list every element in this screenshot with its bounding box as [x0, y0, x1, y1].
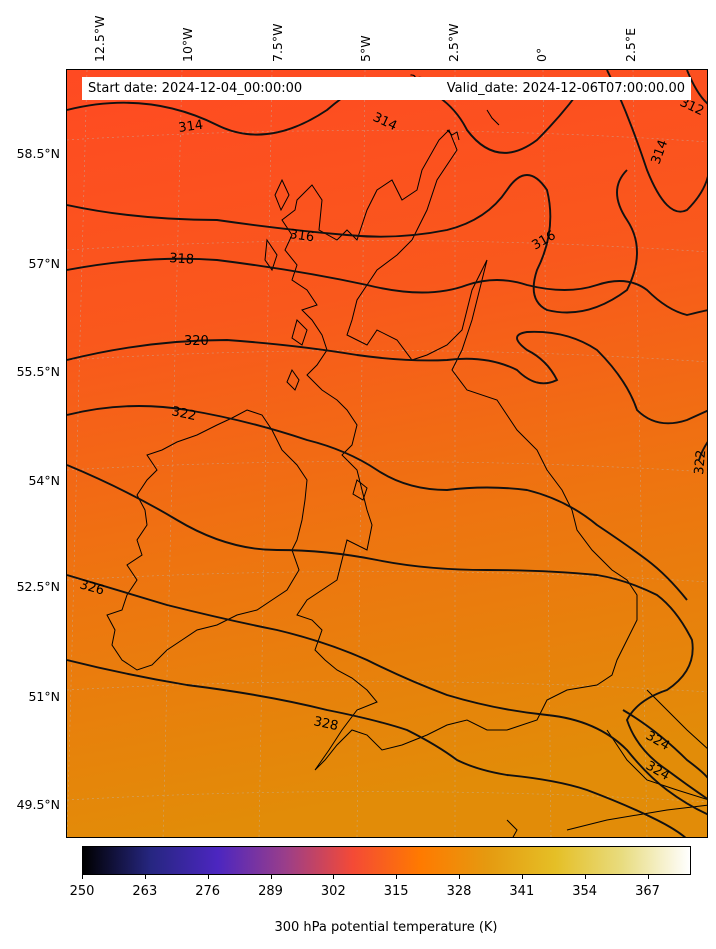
latitude-label: 54°N	[28, 473, 60, 488]
coastlines	[106, 109, 707, 837]
latitude-label: 57°N	[28, 256, 60, 271]
colorbar-tick-label: 367	[635, 884, 660, 899]
contour-label: 320	[184, 334, 209, 349]
contour-label: 318	[169, 251, 195, 268]
longitude-label: 7.5°W	[270, 23, 285, 63]
colorbar-tick-label: 328	[446, 884, 472, 899]
colorbar-tick-mark	[459, 875, 460, 879]
colorbar-tick-mark	[584, 875, 586, 879]
contour-322-east	[698, 441, 707, 461]
start-date-label: Start date: 2024-12-04_00:00:00	[88, 81, 303, 96]
contour-label: 328	[312, 714, 339, 734]
contour-328	[67, 659, 687, 837]
map-panel: 314 314 314 312 314 316 316 318 320 322 …	[66, 69, 708, 838]
colorbar-tick-label: 302	[320, 884, 346, 899]
colorbar-tick-label: 276	[195, 884, 221, 899]
contour-label: 322	[692, 449, 708, 475]
colorbar-label: 300 hPa potential temperature (K)	[274, 920, 498, 935]
contour-label: 314	[177, 118, 204, 136]
colorbar-tick-mark	[82, 875, 83, 879]
contour-320	[67, 330, 707, 425]
contour-316	[67, 169, 638, 314]
date-info-box: Start date: 2024-12-04_00:00:00 Valid_da…	[82, 77, 691, 100]
colorbar-tick-label: 263	[132, 884, 158, 899]
latitude-label: 49.5°N	[16, 797, 60, 812]
contour-314-east	[606, 70, 707, 213]
colorbar	[82, 846, 691, 875]
map-canvas: 314 314 314 312 314 316 316 318 320 322 …	[67, 70, 708, 837]
graticule	[67, 70, 707, 837]
colorbar-tick-label: 315	[383, 884, 409, 899]
contour-324	[67, 464, 707, 800]
contour-318	[67, 257, 707, 316]
contour-324-lower	[622, 709, 707, 779]
colorbar-tick-mark	[396, 875, 398, 879]
colorbar-tick-mark	[144, 875, 146, 879]
longitude-label: 12.5°W	[92, 15, 107, 62]
colorbar-tick-mark	[333, 875, 335, 879]
colorbar-tick-mark	[521, 875, 523, 879]
longitude-label: 10°W	[180, 27, 195, 62]
contour-label: 322	[170, 404, 197, 424]
longitude-label: 5°W	[358, 35, 373, 62]
longitude-label: 2.5°W	[446, 23, 461, 63]
contour-label: 316	[288, 227, 315, 245]
colorbar-tick-mark	[207, 875, 209, 879]
longitude-label: 2.5°E	[623, 27, 638, 62]
contour-label: 326	[78, 577, 106, 598]
colorbar-tick-mark	[270, 875, 272, 879]
colorbar-tick-label: 354	[572, 884, 598, 899]
latitude-label: 51°N	[28, 689, 60, 704]
colorbar-tick-mark	[647, 875, 649, 879]
contour-312	[686, 70, 707, 105]
contour-326	[67, 574, 707, 816]
colorbar-tick-label: 289	[258, 884, 283, 899]
latitude-label: 52.5°N	[16, 579, 60, 594]
longitude-label: 0°	[534, 47, 549, 62]
colorbar-tick-label: 341	[509, 884, 535, 899]
valid-date-label: Valid_date: 2024-12-06T07:00:00.00	[446, 81, 685, 96]
temperature-field	[67, 70, 707, 837]
colorbar-tick-label: 250	[69, 884, 95, 899]
latitude-label: 58.5°N	[16, 146, 60, 161]
contour-322	[67, 405, 688, 601]
latitude-label: 55.5°N	[16, 364, 60, 379]
